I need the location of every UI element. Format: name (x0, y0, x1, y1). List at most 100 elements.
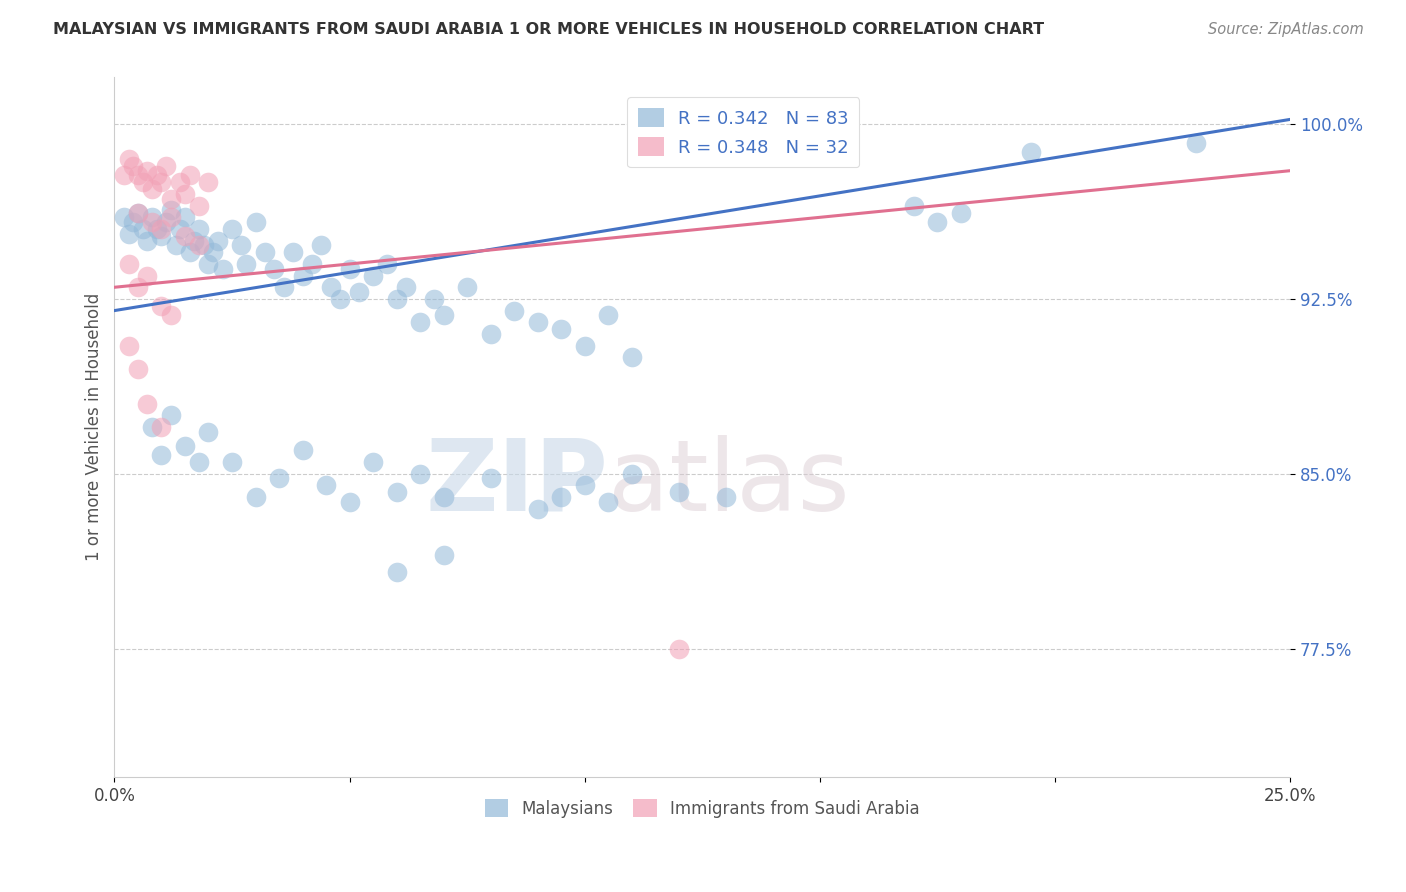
Point (423, 292, 446, 306)
Point (479, 326, 502, 341)
Point (409, 315, 432, 329)
Point (141, 215, 163, 229)
Point (169, 175, 191, 189)
Point (174, 187, 197, 202)
Point (315, 478, 337, 492)
Point (197, 425, 219, 439)
Point (550, 490, 572, 504)
Point (145, 169, 167, 183)
Point (174, 439, 197, 453)
Point (319, 280, 342, 294)
Point (339, 495, 361, 509)
Point (174, 229, 197, 244)
Point (273, 280, 295, 294)
Point (150, 448, 173, 462)
Point (112, 211, 135, 225)
Point (122, 215, 145, 229)
Point (207, 234, 229, 248)
Point (526, 315, 548, 329)
Text: ZIP: ZIP (426, 434, 609, 532)
Point (479, 471, 502, 485)
Point (550, 322, 572, 336)
Point (263, 261, 285, 276)
Point (231, 238, 253, 252)
Point (188, 455, 211, 469)
Point (150, 299, 173, 313)
Y-axis label: 1 or more Vehicles in Household: 1 or more Vehicles in Household (86, 293, 103, 561)
Point (1185, 136, 1208, 150)
Point (598, 495, 620, 509)
Point (131, 222, 153, 236)
Point (668, 641, 690, 656)
Point (141, 182, 163, 196)
Point (409, 467, 432, 481)
Point (291, 268, 314, 283)
Point (127, 362, 149, 376)
Point (197, 175, 219, 189)
Point (150, 229, 173, 244)
Point (183, 234, 205, 248)
Point (150, 175, 173, 189)
Point (385, 485, 408, 500)
Point (526, 501, 548, 516)
Point (193, 238, 215, 252)
Point (253, 245, 276, 260)
Point (245, 215, 267, 229)
Point (202, 245, 225, 260)
Point (375, 257, 398, 271)
Point (347, 285, 370, 299)
Point (903, 199, 925, 213)
Point (179, 245, 201, 260)
Point (127, 169, 149, 183)
Point (456, 280, 478, 294)
Point (598, 308, 620, 322)
Point (169, 222, 191, 236)
Point (433, 549, 456, 563)
Point (117, 227, 139, 241)
Point (160, 409, 183, 423)
Point (127, 280, 149, 294)
Point (122, 159, 145, 173)
Text: MALAYSIAN VS IMMIGRANTS FROM SAUDI ARABIA 1 OR MORE VEHICLES IN HOUSEHOLD CORREL: MALAYSIAN VS IMMIGRANTS FROM SAUDI ARABI… (53, 22, 1045, 37)
Point (301, 257, 323, 271)
Point (112, 169, 135, 183)
Point (311, 238, 333, 252)
Point (235, 257, 257, 271)
Point (136, 234, 159, 248)
Point (117, 257, 139, 271)
Point (174, 211, 197, 225)
Point (136, 397, 159, 411)
Text: atlas: atlas (609, 434, 849, 532)
Point (160, 308, 183, 322)
Point (339, 261, 361, 276)
Point (668, 485, 690, 500)
Point (620, 467, 643, 481)
Point (245, 490, 267, 504)
Point (361, 455, 384, 469)
Point (136, 268, 159, 283)
Point (160, 211, 183, 225)
Point (145, 222, 167, 236)
Point (188, 238, 211, 252)
Text: Source: ZipAtlas.com: Source: ZipAtlas.com (1208, 22, 1364, 37)
Point (503, 303, 526, 318)
Point (179, 169, 201, 183)
Point (155, 159, 177, 173)
Point (188, 222, 211, 236)
Point (160, 192, 183, 206)
Point (197, 257, 219, 271)
Point (188, 199, 211, 213)
Point (141, 211, 163, 225)
Point (155, 215, 177, 229)
Point (281, 245, 304, 260)
Point (433, 308, 456, 322)
Point (329, 292, 352, 306)
Point (136, 163, 159, 178)
Point (574, 478, 596, 492)
Point (221, 455, 243, 469)
Point (117, 338, 139, 352)
Point (150, 222, 173, 236)
Point (395, 280, 418, 294)
Point (211, 261, 233, 276)
Point (927, 215, 949, 229)
